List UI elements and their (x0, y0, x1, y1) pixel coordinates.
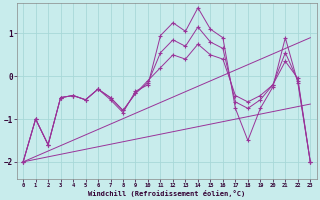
X-axis label: Windchill (Refroidissement éolien,°C): Windchill (Refroidissement éolien,°C) (88, 190, 245, 197)
